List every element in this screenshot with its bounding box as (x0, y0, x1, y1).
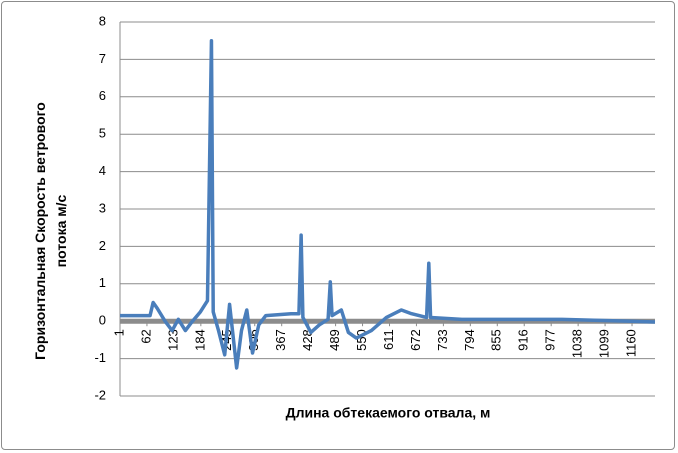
x-tick-label: 489 (327, 329, 342, 351)
x-tick-label: 977 (543, 329, 558, 351)
x-tick-label: 367 (273, 329, 288, 351)
y-tick-label: 1 (99, 275, 106, 290)
x-tick-label: 1160 (623, 329, 638, 357)
x-tick-label: 1 (111, 329, 126, 336)
y-tick-label: 3 (99, 200, 106, 215)
y-tick-label: 6 (99, 88, 106, 103)
x-tick-label: 1099 (597, 329, 612, 358)
x-tick-label: 794 (462, 329, 477, 351)
x-tick-label: 1038 (570, 329, 585, 358)
y-tick-label: 5 (99, 126, 106, 141)
x-tick-label: 855 (489, 329, 504, 351)
x-tick-label: 123 (165, 329, 180, 351)
x-tick-label: 916 (516, 329, 531, 351)
y-tick-label: -2 (94, 387, 106, 402)
x-tick-label: 672 (408, 329, 423, 351)
x-tick-label: 62 (138, 329, 153, 343)
x-tick-label: 184 (192, 329, 207, 351)
x-tick-label: 733 (435, 329, 450, 351)
y-tick-label: 0 (99, 313, 106, 328)
y-tick-label: 2 (99, 238, 106, 253)
y-tick-label: -1 (94, 350, 106, 365)
y-tick-label: 4 (99, 163, 106, 178)
x-tick-label: 611 (381, 329, 396, 350)
x-tick-label: 428 (300, 329, 315, 351)
y-tick-label: 7 (99, 51, 106, 66)
x-axis-title: Длина обтекаемого отвала, м (286, 405, 491, 421)
y-axis-title: Горизонтальная Скорость ветрового потока… (32, 102, 69, 360)
y-tick-label: 8 (99, 13, 106, 28)
data-line (120, 38, 656, 370)
